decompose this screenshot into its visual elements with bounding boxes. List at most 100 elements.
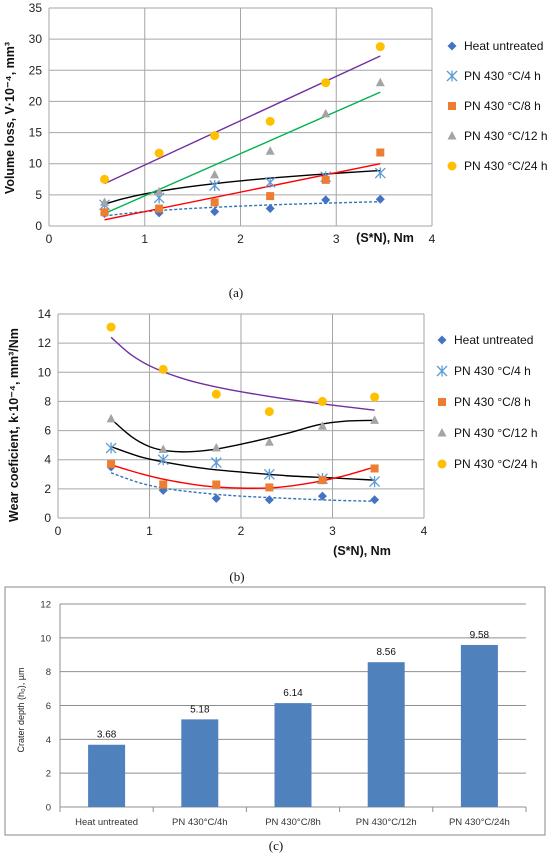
b-x-tick-label: 3: [329, 524, 336, 538]
b-legend-label-0: Heat untreated: [454, 333, 533, 347]
chart-a-trendlines: [104, 55, 381, 221]
b-legend-label-2: PN 430 °C/8 h: [454, 395, 531, 409]
b-legend-marker-2: [438, 398, 446, 406]
c-value-label-3: 8.56: [376, 647, 396, 658]
b-legend-marker-0: [437, 335, 447, 345]
b-x-tick-label: 0: [55, 524, 62, 538]
b-y-tick-label: 2: [44, 482, 51, 496]
chart-b-caption: (b): [229, 569, 244, 584]
b-x-tick-label: 2: [238, 524, 245, 538]
a-data-point: [264, 176, 276, 188]
chart-c-y-axis-label: Crater depth (h₀), µm: [16, 668, 26, 753]
chart-a-grid: [48, 7, 433, 227]
chart-a-volume-loss: 0 1 2 3 4 0 5 10 15 20 25 30 35 (S*N), Nm Volume los…: [3, 1, 548, 300]
chart-b-markers: [105, 322, 381, 505]
c-y-tick-label: 0: [46, 803, 51, 814]
c-bar-2: [274, 703, 312, 807]
a-y-tick-label: 25: [29, 63, 43, 77]
a-x-tick-label: 1: [141, 232, 148, 246]
a-legend-label-2: PN 430 °C/8 h: [464, 99, 541, 113]
b-data-point: [370, 415, 380, 424]
b-data-point: [105, 442, 117, 454]
b-data-point: [317, 396, 327, 406]
a-trendline-0: [104, 201, 381, 217]
b-data-point: [370, 464, 379, 473]
a-legend-label-1: PN 430 °C/4 h: [464, 69, 541, 83]
chart-b-legend: Heat untreated PN 430 °C/4 h PN 430 °C/8 h…: [436, 333, 538, 471]
b-x-tick-label: 4: [421, 524, 428, 538]
a-legend-marker-4: [447, 161, 457, 171]
c-value-label-1: 5.18: [190, 704, 210, 715]
b-data-point: [158, 444, 168, 454]
a-data-point: [266, 192, 275, 201]
c-x-tick-label-2: PN 430°C/8h: [265, 817, 321, 828]
c-x-tick-label-4: PN 430°C/24h: [449, 817, 510, 828]
a-data-point: [210, 198, 219, 207]
a-data-point: [321, 175, 330, 184]
a-data-point: [100, 208, 109, 217]
a-y-tick-label: 10: [29, 157, 43, 171]
chart-c-tick-labels: 0 2 4 6 8 10 12 Heat untreated PN 430°C/4h PN 430…: [40, 600, 509, 829]
a-y-tick-label: 35: [29, 1, 43, 15]
a-data-point: [210, 207, 220, 217]
chart-c-crater-depth: 3.68 5.18 6.14 8.56 9.58 0 2 4 6 8 10 12 Heat untre…: [4, 586, 546, 853]
b-y-tick-label: 4: [44, 453, 51, 467]
b-data-point: [317, 421, 327, 430]
b-trendline-1: [110, 445, 375, 481]
b-data-point: [369, 476, 381, 488]
a-trendline-3: [104, 91, 381, 215]
c-x-tick-label-1: PN 430°C/4h: [172, 817, 228, 828]
a-legend-marker-2: [448, 102, 456, 110]
chart-a-caption: (a): [229, 285, 243, 300]
b-data-point: [317, 491, 327, 501]
b-legend-label-1: PN 430 °C/4 h: [454, 364, 531, 378]
b-data-point: [211, 493, 221, 503]
c-value-label-2: 6.14: [283, 688, 303, 699]
c-y-tick-label: 2: [46, 769, 51, 780]
b-data-point: [211, 389, 221, 399]
b-trendline-4: [110, 336, 375, 411]
b-data-point: [318, 476, 327, 485]
a-data-point: [210, 169, 220, 179]
a-data-point: [321, 78, 331, 88]
a-data-point: [375, 42, 385, 52]
a-data-point: [375, 77, 385, 87]
chart-a-tick-labels: 0 1 2 3 4 0 5 10 15 20 25 30 35: [29, 1, 436, 246]
b-y-tick-label: 10: [38, 365, 52, 379]
a-data-point: [209, 180, 221, 192]
b-data-point: [370, 495, 380, 505]
a-x-tick-label: 2: [237, 232, 244, 246]
a-data-point: [376, 148, 385, 157]
a-y-tick-label: 30: [29, 32, 43, 46]
b-data-point: [159, 480, 168, 489]
chart-b-grid: [57, 313, 425, 519]
b-legend-marker-4: [437, 459, 447, 469]
b-trendline-2: [110, 464, 375, 489]
c-value-label-0: 3.68: [97, 730, 117, 741]
a-data-point: [154, 186, 164, 196]
c-x-tick-label-3: PN 430°C/12h: [356, 817, 417, 828]
a-data-point: [155, 204, 164, 213]
b-data-point: [370, 392, 380, 402]
a-data-point: [100, 174, 110, 184]
a-data-point: [321, 108, 331, 118]
a-data-point: [265, 146, 275, 155]
c-y-tick-label: 12: [40, 600, 51, 611]
c-y-tick-label: 6: [46, 701, 51, 712]
b-y-tick-label: 14: [38, 307, 52, 321]
c-bar-1: [181, 719, 219, 807]
chart-a-legend: Heat untreated PN 430 °C/4 h PN 430 °C/8 h…: [446, 39, 548, 173]
c-bar-3: [367, 662, 405, 807]
a-x-tick-label: 4: [429, 232, 436, 246]
a-legend-marker-0: [447, 41, 457, 51]
b-data-point: [107, 460, 116, 469]
a-legend-label-4: PN 430 °C/24 h: [464, 159, 548, 173]
b-trendline-0: [110, 472, 375, 502]
a-data-point: [265, 116, 275, 126]
c-value-label-4: 9.58: [470, 630, 490, 641]
c-x-tick-label-0: Heat untreated: [75, 817, 138, 828]
a-data-point: [321, 195, 331, 205]
b-legend-marker-1: [436, 365, 448, 377]
b-data-point: [212, 480, 221, 489]
